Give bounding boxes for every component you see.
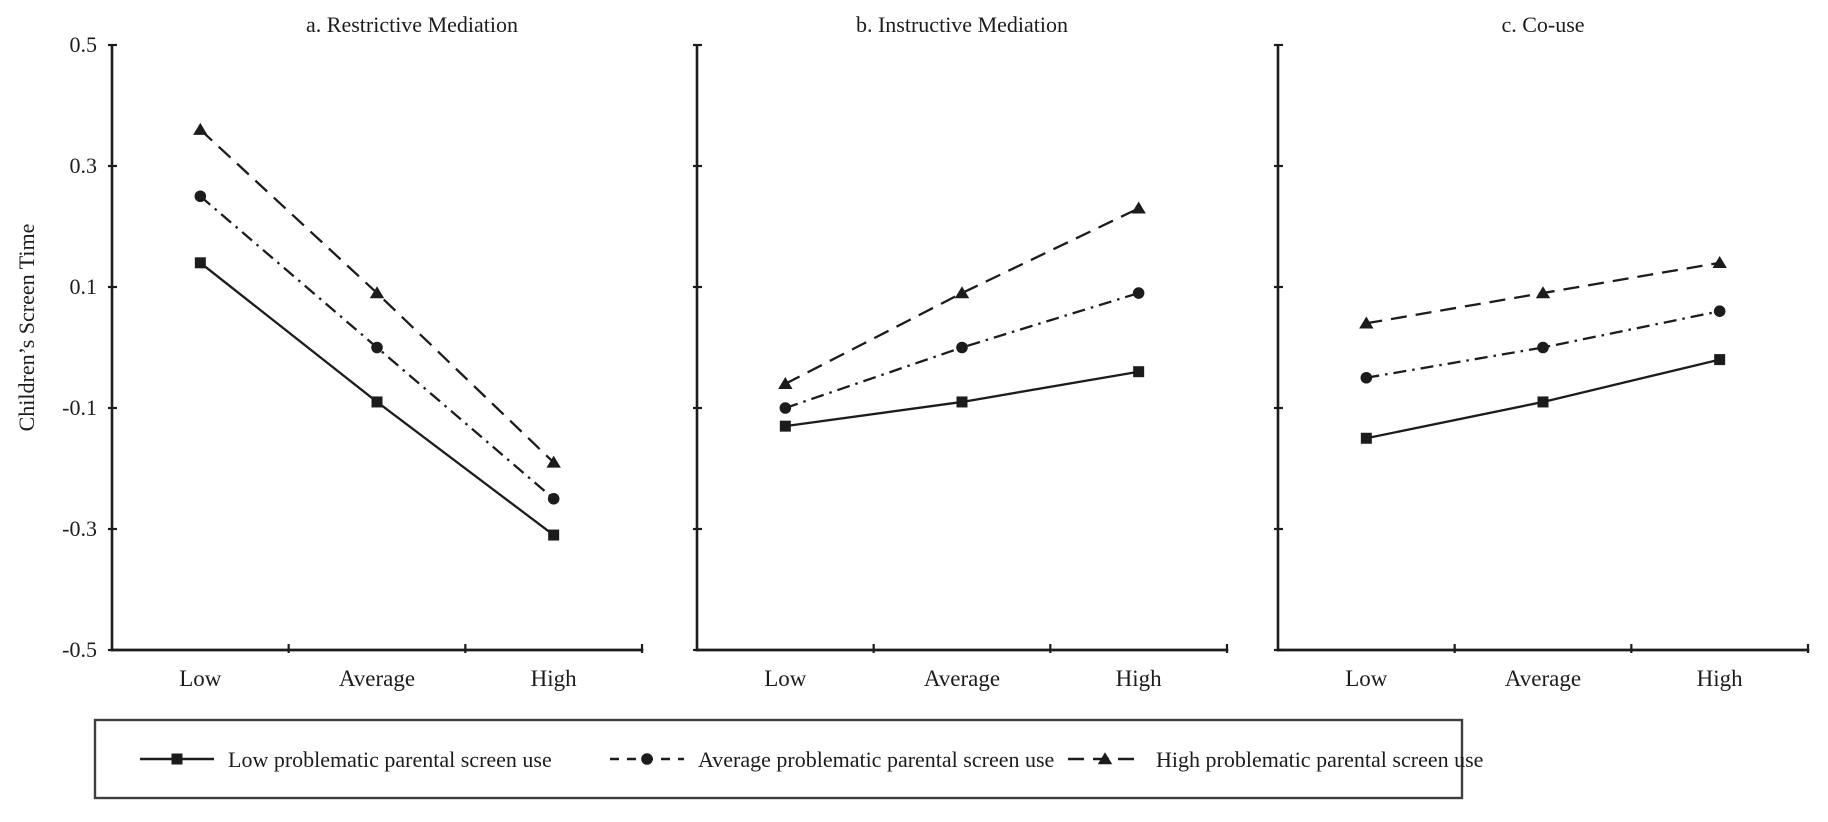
circle-marker [779,402,792,414]
y-tick-label: -0.3 [62,516,97,541]
panel-c: c. Co-use Low Average High [1274,12,1810,691]
legend-triangle-marker [1097,752,1113,765]
y-tick-label: -0.1 [62,395,97,420]
square-marker [956,396,968,408]
panel-title: a. Restrictive Mediation [306,12,518,37]
circle-marker [1537,341,1549,354]
triangle-marker [1131,201,1146,214]
x-category-label: Low [1345,666,1388,691]
triangle-marker [369,286,385,299]
panel-b: b. Instructive Mediation Low Average High [693,12,1229,691]
y-tick-label: 0.3 [70,153,98,178]
circle-marker [1360,371,1373,384]
legend-box [93,718,1464,800]
circle-marker [547,492,560,505]
legend-label: Low problematic parental screen use [228,747,552,772]
legend-entry: Average problematic parental screen use [610,747,1054,772]
circle-marker [956,341,968,354]
panel-a: a. Restrictive Mediation 0.5 0.3 0.1 -0.1 -0.… [62,12,644,691]
triangle-marker [1535,286,1551,299]
x-category-label: High [531,666,578,691]
square-marker [548,529,560,541]
legend: Low problematic parental screen use Avera… [93,718,1483,800]
series-line-circle [1366,310,1720,379]
triangle-marker [1712,256,1727,268]
x-category-label: High [1697,666,1744,691]
square-marker [194,257,206,269]
legend-label: High problematic parental screen use [1156,747,1483,772]
triangle-marker [193,122,208,135]
x-category-label: Low [179,666,222,691]
legend-square-marker [171,753,183,765]
triangle-marker [778,377,793,389]
square-marker [1714,354,1726,366]
circle-marker [1132,287,1145,299]
series-line-triangle [784,207,1140,385]
legend-label: Average problematic parental screen use [698,747,1054,772]
triangle-marker [1359,316,1374,329]
panel-title: c. Co-use [1501,12,1584,37]
square-marker [779,420,791,432]
legend-entry: High problematic parental screen use [1068,747,1483,772]
square-marker [1537,396,1549,408]
x-category-label: Average [339,666,415,691]
circle-marker [194,190,207,203]
x-category-label: Average [924,666,1000,691]
panel-title: b. Instructive Mediation [856,12,1068,37]
y-tick-label: 0.5 [70,32,98,57]
x-category-label: Average [1505,666,1581,691]
triangle-marker [546,455,561,468]
circle-marker [1713,305,1726,318]
circle-marker [371,341,383,354]
square-marker [1360,432,1372,444]
x-category-label: High [1116,666,1163,691]
legend-circle-marker [641,753,653,765]
square-marker [1133,366,1145,378]
series-line-circle [784,291,1140,410]
square-marker [371,396,383,408]
y-tick-label: 0.1 [70,274,98,299]
legend-entry: Low problematic parental screen use [140,747,552,772]
triangle-marker [954,286,970,299]
y-axis-title: Children’s Screen Time [14,224,39,432]
x-category-label: Low [764,666,807,691]
y-tick-label: -0.5 [62,637,97,662]
